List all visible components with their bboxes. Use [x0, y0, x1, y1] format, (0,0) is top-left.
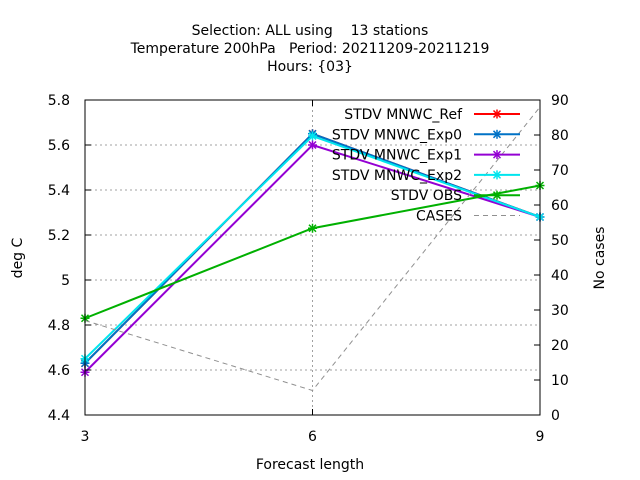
legend-label: STDV MNWC_Exp1 [332, 148, 462, 164]
x-tick-label: 6 [308, 429, 317, 445]
series-line [84, 143, 541, 373]
data-point [308, 223, 317, 233]
y-tick-label: 4.8 [48, 318, 70, 334]
y2-tick-label: 70 [551, 163, 569, 179]
series-4 [80, 181, 545, 323]
series-line [84, 132, 541, 364]
y2-tick-label: 90 [551, 93, 569, 109]
series-lines [80, 106, 545, 392]
legend-marker [492, 190, 502, 200]
series-line [84, 132, 541, 364]
y-tick-label: 4.6 [48, 363, 70, 379]
y-tick-label: 4.4 [48, 408, 70, 424]
legend-label: STDV MNWC_Exp0 [332, 127, 462, 143]
legend-label: STDV OBS [391, 188, 462, 204]
series-line [84, 106, 541, 392]
y2-tick-label: 20 [551, 338, 569, 354]
y-tick-label: 5 [61, 273, 70, 289]
legend-label: STDV MNWC_Exp2 [332, 168, 462, 184]
grid-lines [85, 100, 540, 415]
x-tick-label: 3 [81, 429, 90, 445]
legend-label: CASES [416, 209, 462, 225]
legend-marker [492, 150, 502, 160]
legend-label: STDV MNWC_Ref [344, 107, 463, 123]
y-axis-label: deg C [10, 237, 26, 278]
legend-marker [492, 170, 502, 180]
y2-tick-label: 80 [551, 128, 569, 144]
legend-marker [492, 129, 502, 139]
chart-title-line-2: Temperature 200hPa Period: 20211209-2021… [130, 41, 490, 57]
y-tick-label: 5.4 [48, 183, 70, 199]
chart-title-line-3: Hours: {03} [267, 59, 353, 75]
y2-tick-label: 60 [551, 198, 569, 214]
y2-axis-label: No cases [592, 227, 608, 290]
data-point [308, 131, 317, 141]
legend-marker [492, 109, 502, 119]
series-5 [84, 106, 541, 392]
y2-tick-label: 50 [551, 233, 569, 249]
y-tick-label: 5.8 [48, 93, 70, 109]
x-tick-label: 9 [536, 429, 545, 445]
y2-tick-label: 10 [551, 373, 569, 389]
x-axis-label: Forecast length [256, 457, 364, 473]
axis-ticks: 4.4 4.6 4.8 5 5.2 5.4 5.6 5.8 0 10 20 30 40 50 60 70 80 9… [48, 93, 569, 445]
y-tick-label: 5.2 [48, 228, 70, 244]
legend: STDV MNWC_Ref STDV MNWC_Exp0 STDV MNWC_Exp… [332, 107, 520, 225]
y2-tick-label: 30 [551, 303, 569, 319]
y2-tick-label: 0 [551, 408, 560, 424]
y-tick-label: 5.6 [48, 138, 70, 154]
data-point [308, 140, 317, 150]
y2-tick-label: 40 [551, 268, 569, 284]
chart-title-line-1: Selection: ALL using 13 stations [192, 23, 429, 39]
